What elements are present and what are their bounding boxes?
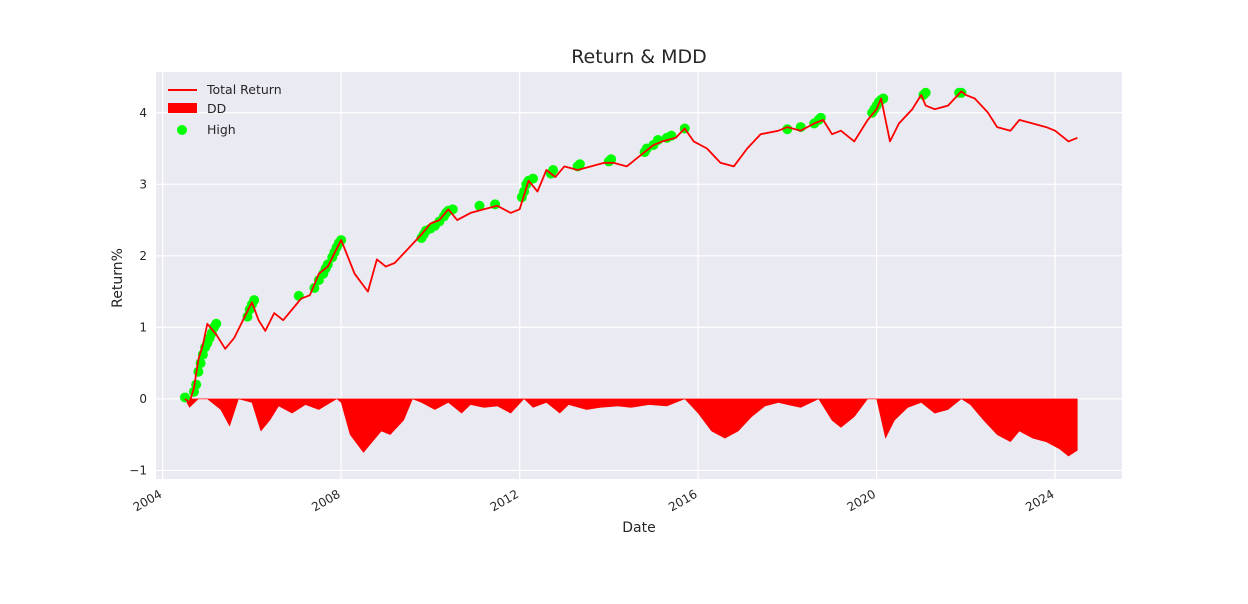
x-tick-label: 2016 (666, 487, 699, 514)
line-layer (184, 90, 1078, 404)
legend-high-swatch (177, 125, 187, 135)
y-tick-label: 2 (139, 249, 147, 263)
legend-total-return-label: Total Return (206, 82, 282, 97)
plot-area-background (156, 72, 1122, 479)
x-tick-label: 2008 (309, 487, 342, 514)
x-tick-label: 2020 (845, 487, 878, 514)
high-point (528, 173, 539, 184)
y-tick-label: −1 (129, 463, 147, 477)
y-tick-label: 1 (139, 320, 147, 334)
legend: Total Return DD High (168, 82, 282, 137)
high-point (211, 318, 222, 329)
x-tick-label: 2004 (131, 487, 164, 514)
legend-dd-label: DD (207, 101, 226, 116)
chart-title: Return & MDD (571, 46, 707, 68)
x-axis-label: Date (622, 520, 655, 536)
high-point (474, 200, 485, 211)
x-tick-label: 2024 (1023, 487, 1056, 514)
grid-layer (156, 72, 1122, 479)
total-return-line (184, 90, 1078, 404)
area-layer (184, 398, 1078, 457)
high-point (920, 87, 931, 98)
legend-high-label: High (207, 122, 236, 137)
legend-dd-swatch (168, 103, 197, 113)
high-point (193, 366, 204, 377)
y-tick-label: 4 (139, 106, 147, 120)
high-point (191, 379, 202, 390)
high-point (606, 154, 617, 165)
x-tick-label: 2012 (488, 487, 521, 514)
high-point (782, 124, 793, 135)
high-point (574, 159, 585, 170)
y-tick-label: 0 (139, 392, 147, 406)
y-tick-label: 3 (139, 177, 147, 191)
y-axis-label: Return% (110, 248, 126, 308)
dd-area (184, 398, 1078, 457)
high-point (293, 290, 304, 301)
